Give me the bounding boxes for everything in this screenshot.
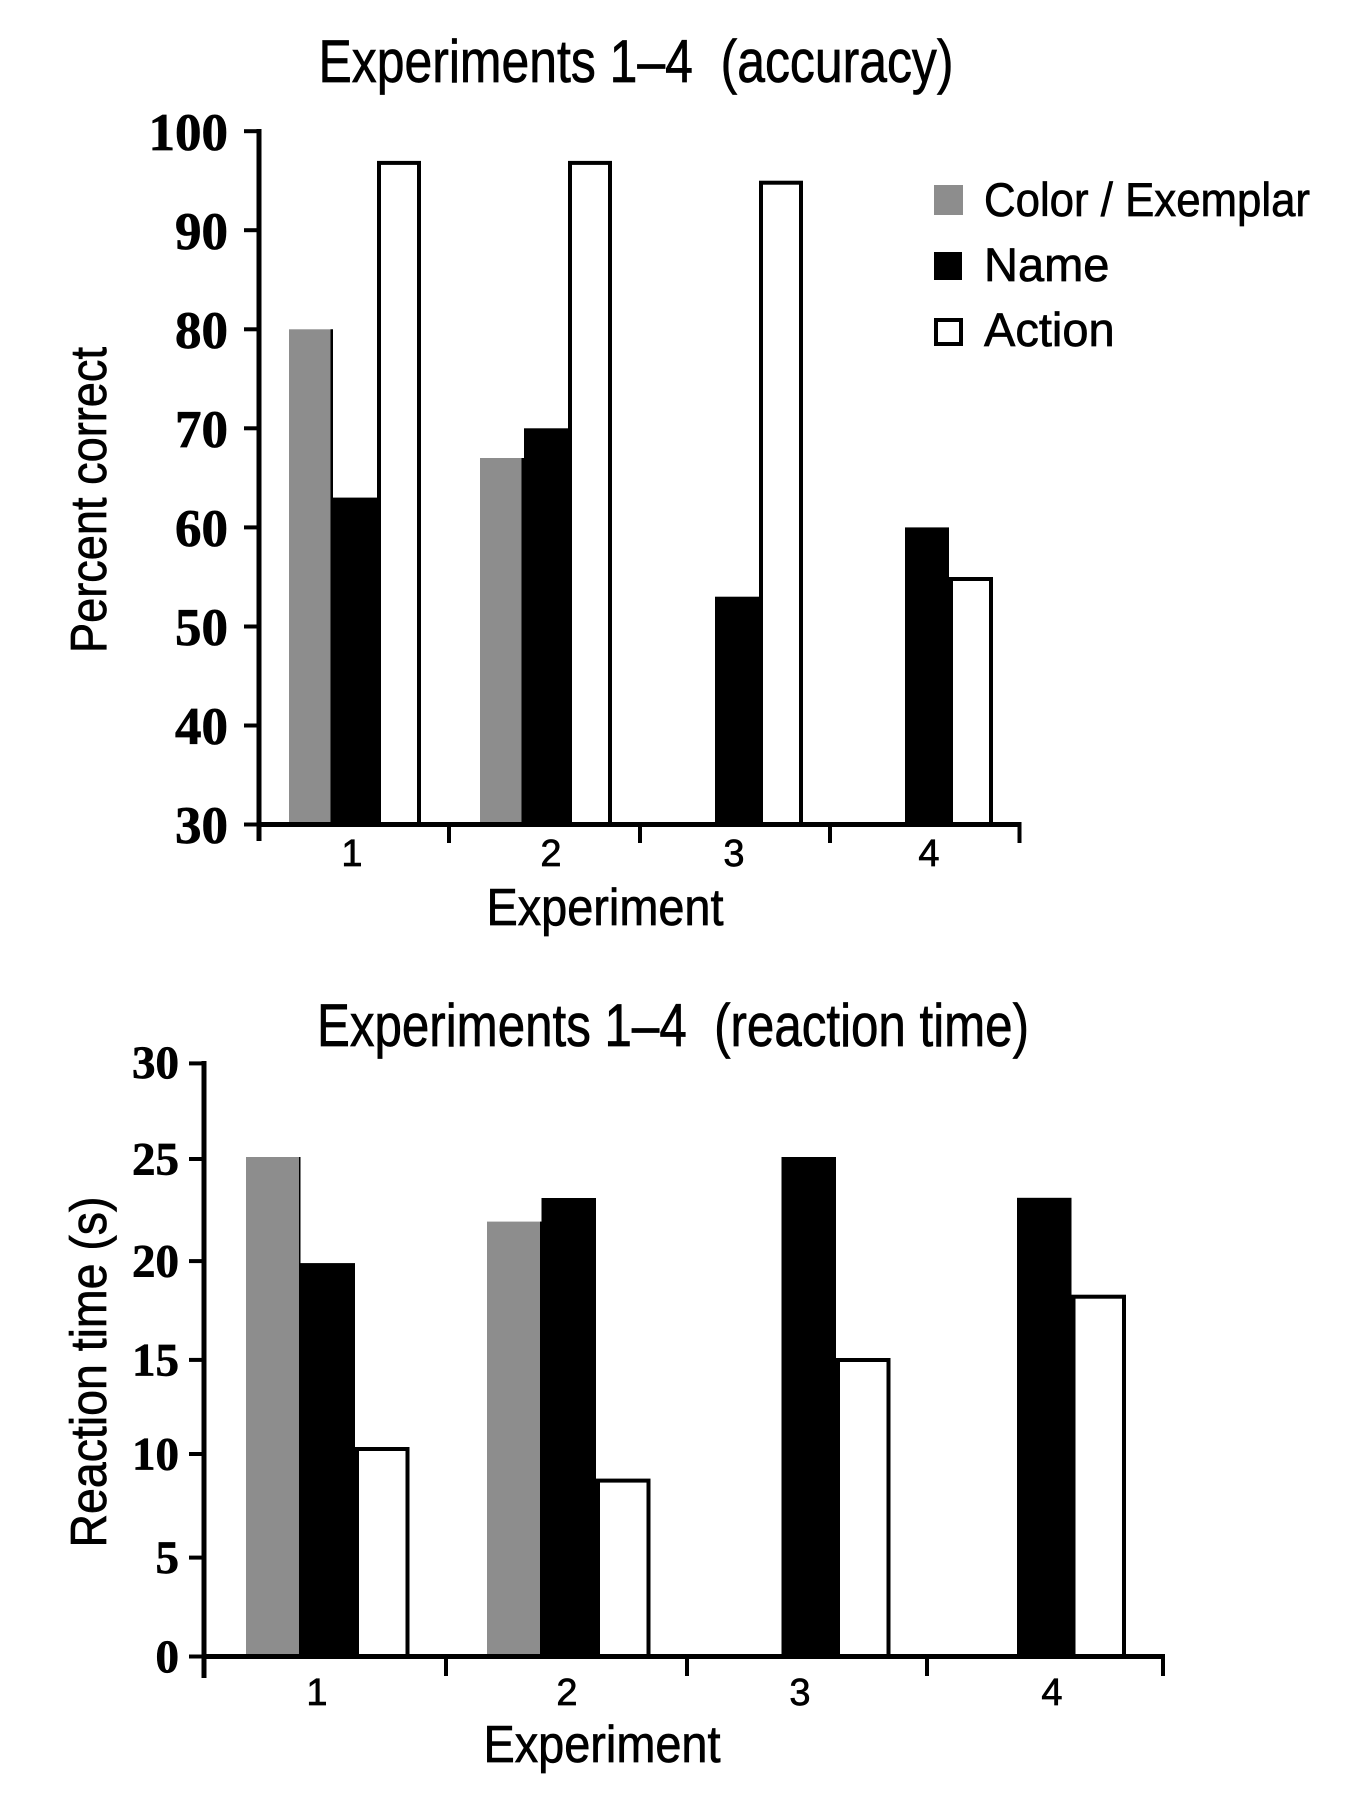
svg-text:1: 1 xyxy=(341,833,362,875)
svg-text:3: 3 xyxy=(723,833,744,875)
svg-text:60: 60 xyxy=(175,500,228,558)
svg-text:20: 20 xyxy=(132,1236,179,1288)
svg-text:70: 70 xyxy=(175,401,228,459)
svg-text:40: 40 xyxy=(175,698,228,756)
svg-text:5: 5 xyxy=(156,1532,180,1584)
svg-text:Name: Name xyxy=(984,238,1109,291)
svg-text:Experiment: Experiment xyxy=(487,879,724,937)
svg-text:50: 50 xyxy=(175,599,228,657)
svg-text:25: 25 xyxy=(132,1134,179,1186)
svg-text:2: 2 xyxy=(540,833,561,875)
svg-text:4: 4 xyxy=(918,833,939,875)
svg-text:1: 1 xyxy=(306,1672,327,1714)
svg-text:30: 30 xyxy=(132,1037,179,1089)
svg-text:Experiments 1–4 (reaction tim: Experiments 1–4 (reaction time) xyxy=(317,992,1029,1059)
svg-text:Reaction time (s): Reaction time (s) xyxy=(60,1197,117,1548)
svg-text:10: 10 xyxy=(132,1429,179,1481)
svg-text:3: 3 xyxy=(789,1672,810,1714)
svg-text:Color / Exemplar: Color / Exemplar xyxy=(984,173,1310,226)
svg-text:Experiments 1–4 (accuracy): Experiments 1–4 (accuracy) xyxy=(319,28,954,95)
svg-text:2: 2 xyxy=(556,1672,577,1714)
svg-text:100: 100 xyxy=(149,104,229,162)
svg-text:Action: Action xyxy=(984,303,1115,356)
svg-text:90: 90 xyxy=(175,203,228,261)
svg-text:Percent correct: Percent correct xyxy=(60,347,117,653)
svg-text:Experiment: Experiment xyxy=(484,1716,721,1774)
svg-text:0: 0 xyxy=(156,1631,180,1683)
svg-text:4: 4 xyxy=(1041,1672,1062,1714)
svg-text:15: 15 xyxy=(132,1334,179,1386)
svg-text:30: 30 xyxy=(175,797,228,855)
svg-text:80: 80 xyxy=(175,302,228,360)
